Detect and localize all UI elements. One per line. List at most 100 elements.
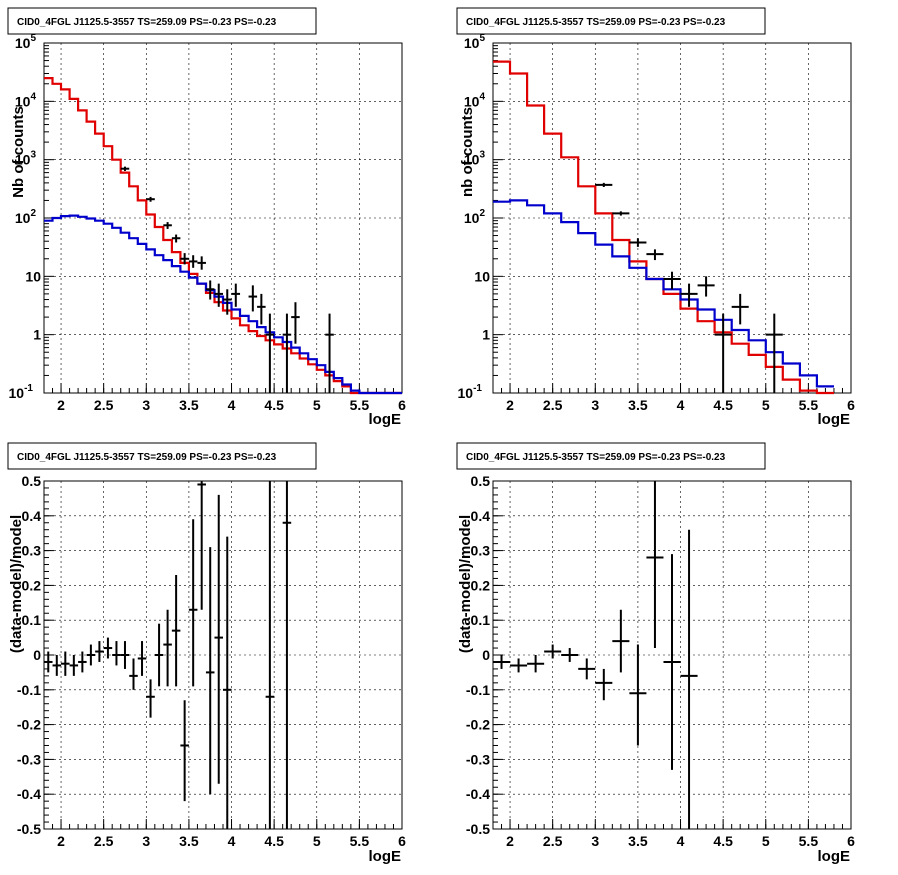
y-tick-label: -0.4 xyxy=(466,786,490,802)
chart-marks xyxy=(44,77,402,395)
y-tick-label: -0.4 xyxy=(17,786,41,802)
data-point xyxy=(103,637,113,659)
data-point xyxy=(69,655,79,676)
x-tick-label: 2 xyxy=(57,397,65,413)
data-point xyxy=(578,658,596,680)
data-point xyxy=(265,481,275,829)
data-point xyxy=(765,313,783,393)
y-tick-label: 102 xyxy=(15,208,37,226)
x-tick-label: 4 xyxy=(677,397,685,413)
data-point xyxy=(95,641,104,662)
y-tick-label: 0.3 xyxy=(22,543,42,559)
x-axis-title: logE xyxy=(369,848,402,865)
x-tick-label: 4.5 xyxy=(264,397,284,413)
y-tick-label: 0 xyxy=(482,647,490,663)
axis-ticks: 2 2.5 3 3.5 4 4.5 5 5.5 6 -0.5 -0.4 -0.3 -0.2 -0.1 0 0.… xyxy=(17,473,406,849)
data-point xyxy=(714,313,732,393)
data-point xyxy=(163,609,172,687)
y-tick-label: 10-1 xyxy=(458,383,483,401)
y-tick-label: 0.2 xyxy=(471,577,491,593)
x-tick-label: 3 xyxy=(142,833,150,849)
data-point xyxy=(248,285,258,312)
y-axis-title: (data-model)/model xyxy=(457,515,474,653)
residuals-panel-right: CID0_4FGL J1125.5-3557 TS=259.09 PS=-0.2… xyxy=(456,442,855,865)
x-tick-label: 4 xyxy=(228,397,236,413)
data-point xyxy=(61,651,70,676)
data-point xyxy=(510,658,528,673)
data-point xyxy=(120,641,130,669)
data-point xyxy=(629,238,647,247)
data-point xyxy=(680,529,698,829)
data-point xyxy=(231,283,241,307)
y-tick-label: 0.3 xyxy=(471,543,491,559)
x-tick-label: 5 xyxy=(762,833,770,849)
y-tick-label: 0 xyxy=(33,647,41,663)
y-tick-label: 104 xyxy=(15,91,37,109)
data-point xyxy=(612,609,630,673)
x-tick-label: 6 xyxy=(398,397,406,413)
x-tick-label: 3.5 xyxy=(628,397,648,413)
x-tick-label: 3 xyxy=(591,833,599,849)
chart-marks xyxy=(493,60,834,395)
data-point xyxy=(325,313,334,393)
data-point xyxy=(180,253,189,265)
y-axis-title: nb of counts xyxy=(459,107,476,197)
y-axis-title: Nb of counts xyxy=(10,106,27,198)
y-tick-label: 0.4 xyxy=(471,508,491,524)
data-point xyxy=(188,255,198,268)
panel-title-box xyxy=(7,442,317,470)
y-tick-label: 10 xyxy=(25,268,41,284)
grid xyxy=(44,480,403,830)
grid xyxy=(493,480,852,830)
data-point xyxy=(646,249,664,261)
x-tick-label: 3 xyxy=(142,397,150,413)
y-tick-label: 1 xyxy=(33,327,41,343)
data-point xyxy=(663,554,681,770)
data-point xyxy=(595,182,613,187)
chart-marks xyxy=(44,481,292,829)
y-tick-label: 1 xyxy=(482,327,490,343)
counts-panel-right: CID0_4FGL J1125.5-3557 TS=259.09 PS=-0.2… xyxy=(456,7,855,428)
data-point xyxy=(595,668,613,701)
y-tick-label: 0.5 xyxy=(22,473,42,489)
y-tick-label: 105 xyxy=(464,33,486,51)
x-tick-label: 4.5 xyxy=(264,833,284,849)
y-tick-label: 0.2 xyxy=(22,577,42,593)
x-tick-label: 4.5 xyxy=(713,397,733,413)
x-tick-label: 3.5 xyxy=(628,833,648,849)
data-point xyxy=(120,166,130,171)
data-point xyxy=(680,283,698,307)
panel-title: CID0_4FGL J1125.5-3557 TS=259.09 PS=-0.2… xyxy=(17,17,277,28)
x-tick-label: 2.5 xyxy=(543,833,563,849)
x-axis-title: logE xyxy=(818,411,851,428)
y-tick-label: -0.2 xyxy=(466,717,490,733)
x-axis-title: logE xyxy=(369,411,402,428)
data-point xyxy=(205,280,215,300)
x-tick-label: 3.5 xyxy=(179,833,199,849)
y-tick-label: 102 xyxy=(464,208,486,226)
y-tick-label: 10-1 xyxy=(9,383,34,401)
data-point xyxy=(223,536,232,829)
panel-title-box xyxy=(456,442,766,470)
data-point xyxy=(544,644,562,659)
x-tick-label: 5 xyxy=(313,833,321,849)
data-point xyxy=(223,289,232,315)
data-point xyxy=(163,222,172,229)
x-tick-label: 2 xyxy=(506,833,514,849)
x-tick-label: 5.5 xyxy=(799,397,819,413)
y-tick-label: 10 xyxy=(474,268,490,284)
chart-marks xyxy=(493,481,698,829)
y-tick-label: -0.3 xyxy=(466,751,490,767)
y-tick-label: -0.1 xyxy=(17,682,41,698)
data-point xyxy=(86,644,96,666)
data-point xyxy=(561,648,579,662)
data-point xyxy=(52,655,62,676)
data-point xyxy=(265,313,275,393)
data-point xyxy=(493,655,511,669)
y-tick-label: 0.5 xyxy=(471,473,491,489)
data-point xyxy=(527,655,545,673)
panel-title: CID0_4FGL J1125.5-3557 TS=259.09 PS=-0.2… xyxy=(466,452,726,463)
y-tick-label: -0.2 xyxy=(17,717,41,733)
